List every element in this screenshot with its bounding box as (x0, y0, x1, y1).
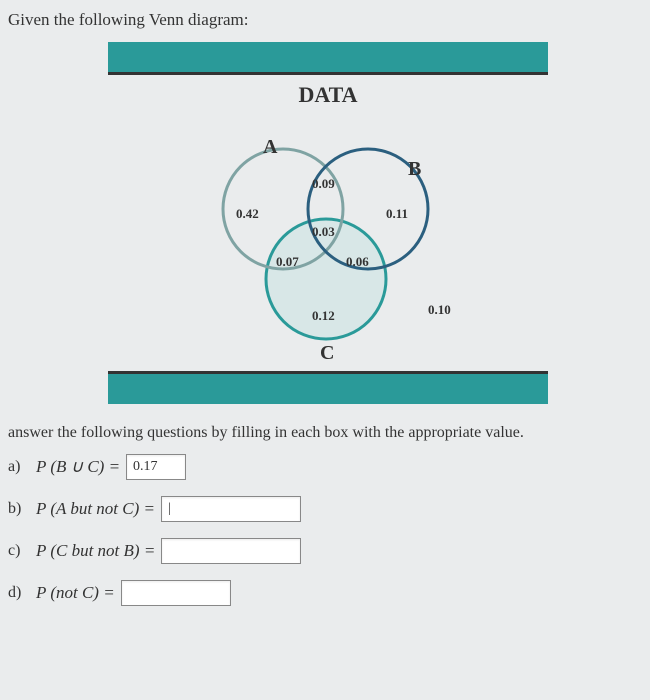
val-ab: 0.09 (312, 176, 335, 192)
val-only-c: 0.12 (312, 308, 335, 324)
venn-figure: DATA A B C 0.42 0.11 0.12 0.09 0.07 0.06… (108, 42, 548, 404)
label-c: C (320, 342, 334, 365)
q-expr-c: P (C but not B) = (36, 541, 155, 561)
question-d: d) P (not C) = (8, 580, 642, 606)
q-expr-b: P (A but not C) = (36, 499, 155, 519)
q-label-a: a) (8, 458, 36, 476)
answer-input-a[interactable]: 0.17 (126, 454, 186, 480)
instruction-text: answer the following questions by fillin… (8, 424, 642, 442)
q-expr-a: P (B ∪ C) = (36, 457, 120, 477)
prompt-text: Given the following Venn diagram: (8, 10, 642, 30)
val-bc: 0.06 (346, 254, 369, 270)
figure-title: DATA (108, 72, 548, 114)
val-only-b: 0.11 (386, 206, 408, 222)
q-label-b: b) (8, 500, 36, 518)
label-b: B (408, 158, 421, 181)
question-a: a) P (B ∪ C) = 0.17 (8, 454, 642, 480)
val-ac: 0.07 (276, 254, 299, 270)
answer-input-b[interactable]: | (161, 496, 301, 522)
q-label-d: d) (8, 584, 36, 602)
bottom-bar (108, 374, 548, 404)
question-b: b) P (A but not C) = | (8, 496, 642, 522)
question-c: c) P (C but not B) = (8, 538, 642, 564)
label-a: A (263, 136, 277, 159)
answer-input-c[interactable] (161, 538, 301, 564)
top-bar (108, 42, 548, 72)
val-outside: 0.10 (428, 302, 451, 318)
venn-svg (108, 114, 548, 374)
venn-diagram: A B C 0.42 0.11 0.12 0.09 0.07 0.06 0.03… (108, 114, 548, 374)
val-only-a: 0.42 (236, 206, 259, 222)
val-abc: 0.03 (312, 224, 335, 240)
q-expr-d: P (not C) = (36, 583, 115, 603)
q-label-c: c) (8, 542, 36, 560)
answer-input-d[interactable] (121, 580, 231, 606)
